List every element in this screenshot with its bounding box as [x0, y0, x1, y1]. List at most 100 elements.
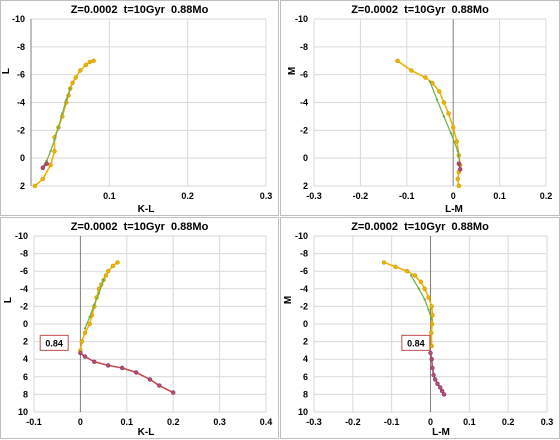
- y-tick-label: -10: [295, 14, 308, 24]
- data-point: [87, 59, 93, 65]
- y-axis-label: L: [3, 297, 14, 303]
- data-point: [423, 75, 428, 80]
- data-point: [429, 304, 434, 309]
- data-point: [73, 75, 78, 80]
- y-axis-label: L: [1, 68, 12, 74]
- y-tick-label: -10: [15, 231, 28, 241]
- annotation-box: [39, 334, 69, 351]
- y-tick-label: 0: [20, 153, 25, 163]
- data-point: [133, 370, 139, 375]
- y-tick-label: -6: [300, 266, 308, 276]
- x-tick-label: 0.2: [540, 191, 553, 201]
- data-point: [458, 167, 463, 172]
- y-tick-label: -2: [20, 301, 28, 311]
- data-point: [87, 321, 92, 327]
- data-point: [441, 100, 447, 105]
- data-point: [435, 381, 440, 387]
- chart-title: Z=0.0002 t=10Gyr 0.88Mo: [70, 4, 209, 16]
- y-tick-label: -4: [300, 98, 308, 108]
- data-point: [91, 58, 96, 63]
- data-point: [147, 377, 153, 382]
- chart-title: Z=0.0002 t=10Gyr 0.88Mo: [351, 4, 489, 16]
- y-tick-label: -6: [300, 70, 308, 80]
- data-point: [428, 350, 433, 356]
- y-tick-label: -6: [20, 266, 28, 276]
- x-tick-label: -0.1: [399, 191, 415, 201]
- data-point: [65, 98, 68, 101]
- y-tick-label: 4: [23, 354, 28, 364]
- data-point: [429, 330, 434, 336]
- y-tick-label: 0: [303, 319, 308, 329]
- y-tick-label: -10: [295, 231, 308, 241]
- data-point: [44, 161, 49, 166]
- data-point: [52, 149, 57, 154]
- data-point: [119, 365, 125, 371]
- y-tick-label: 2: [20, 181, 25, 191]
- series-line-green: [42, 88, 71, 167]
- x-tick-label: 0.1: [463, 417, 476, 427]
- data-point: [438, 385, 443, 390]
- x-tick-label: 0.1: [493, 191, 506, 201]
- x-tick-label: 0.4: [260, 417, 273, 427]
- data-point: [49, 150, 52, 153]
- data-point: [88, 315, 91, 319]
- data-point: [79, 339, 85, 344]
- y-tick-label: 8: [23, 389, 28, 399]
- data-point: [456, 150, 460, 153]
- x-tick-label: -0.2: [345, 417, 361, 427]
- data-point: [446, 111, 451, 116]
- data-point: [449, 131, 453, 135]
- x-tick-label: 0: [428, 417, 433, 427]
- data-point: [82, 330, 88, 336]
- data-point: [157, 383, 162, 388]
- y-tick-label: 10: [18, 407, 28, 417]
- x-tick-label: 0.2: [502, 417, 515, 427]
- y-tick-label: 6: [303, 372, 308, 382]
- data-point: [422, 286, 427, 292]
- data-point: [83, 327, 87, 330]
- chart-title: Z=0.0002 t=10Gyr 0.88Mo: [351, 221, 489, 233]
- x-tick-label: -0.3: [306, 191, 322, 201]
- chart-svg: -10 -8 -6 -4 -2 0 2-0.3 -0.2 -0.1 0 0.1 0.2 M L-M: [287, 14, 553, 215]
- data-point: [93, 303, 96, 306]
- data-point: [102, 278, 105, 282]
- data-point: [442, 115, 446, 118]
- chart-panel-l-m-vs-m-extended: -10 -8 -6 -4 -2 0 2 4 6 8 10 -0.3 -0.2 -0.1 0 0.1 0.2 0.3…: [280, 217, 560, 439]
- chart-svg: -10 -8 -6 -4 -2 0 2 4 6 8 10-0.3 -0.2 -0.1 0 0.1 0.2 0.3…: [283, 231, 554, 438]
- data-point: [430, 318, 433, 321]
- x-axis-label: L-M: [445, 204, 463, 215]
- data-point: [412, 273, 418, 278]
- data-point: [40, 176, 45, 182]
- data-point: [428, 80, 432, 83]
- y-tick-label: 10: [298, 407, 308, 417]
- y-tick-label: -2: [300, 301, 308, 311]
- data-point: [48, 162, 53, 168]
- y-tick-label: 2: [23, 337, 28, 347]
- data-point: [429, 343, 434, 349]
- x-tick-label: 0.3: [260, 191, 273, 201]
- chart-panel-k-l-vs-l: -10 -8 -6 -4 -2 0 2 0.1 0.2 0.3 L K-L Z=0.0002 t=10…: [0, 0, 279, 216]
- annotation-label: 0.84: [407, 338, 425, 348]
- series-line-green: [429, 81, 461, 166]
- data-point: [40, 165, 45, 171]
- data-point: [439, 388, 445, 394]
- data-point: [381, 260, 387, 265]
- x-tick-label: 0.1: [103, 191, 116, 201]
- data-point: [456, 161, 462, 166]
- data-point: [61, 112, 64, 115]
- x-tick-label: 0: [78, 417, 83, 427]
- data-point: [441, 392, 447, 397]
- y-tick-label: -4: [17, 98, 25, 108]
- y-tick-label: -8: [300, 42, 308, 52]
- x-tick-label: 0: [451, 191, 456, 201]
- data-point: [68, 87, 72, 90]
- y-tick-label: -4: [20, 284, 28, 294]
- series-line-yellow: [34, 60, 94, 187]
- x-axis-label: L-M: [432, 427, 450, 438]
- data-point: [426, 295, 431, 300]
- data-point: [455, 176, 461, 182]
- data-point: [417, 287, 421, 291]
- x-tick-label: 0.3: [541, 417, 554, 427]
- data-point: [105, 268, 111, 274]
